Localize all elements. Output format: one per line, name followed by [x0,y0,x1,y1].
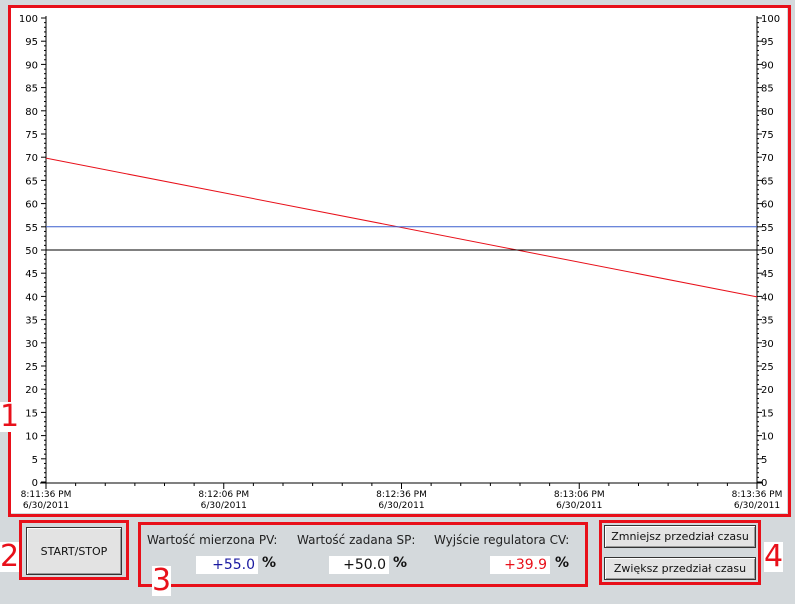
y-tick-label-left: 20 [25,385,38,396]
y-tick-label-left: 80 [25,107,38,118]
y-tick-label-left: 90 [25,60,38,71]
x-tick-date-label: 6/30/2011 [201,501,247,511]
x-tick-time-label: 8:12:36 PM [376,490,427,500]
y-tick-label-right: 30 [761,339,774,350]
y-tick-label-right: 15 [761,408,774,419]
y-tick-label-right: 95 [761,37,774,48]
pv-unit: % [262,555,277,571]
y-tick-label-right: 90 [761,60,774,71]
y-tick-label-right: 20 [761,385,774,396]
y-tick-label-left: 0 [32,478,38,489]
y-tick-label-right: 65 [761,176,774,187]
y-tick-label-right: 85 [761,84,774,95]
y-tick-label-left: 5 [32,455,38,466]
y-tick-label-left: 100 [19,14,38,25]
x-tick-date-label: 6/30/2011 [556,501,602,511]
y-tick-label-right: 5 [761,455,767,466]
y-tick-label-left: 10 [25,432,38,443]
callout-2: 2 [0,539,20,574]
y-tick-label-right: 10 [761,432,774,443]
callout-4: 4 [764,539,784,574]
cv-unit: % [555,555,570,571]
start-stop-button[interactable]: START/STOP [26,527,122,575]
y-tick-label-right: 100 [761,14,780,25]
callout-1: 1 [0,399,20,434]
y-tick-label-left: 70 [25,153,38,164]
y-tick-label-left: 15 [25,408,38,419]
y-tick-label-left: 50 [25,246,38,257]
y-tick-label-right: 25 [761,362,774,373]
y-tick-label-right: 60 [761,200,774,211]
y-tick-label-left: 60 [25,200,38,211]
series-line-0 [45,157,758,298]
y-tick-label-right: 55 [761,223,774,234]
x-tick-time-label: 8:11:36 PM [21,490,72,500]
pv-value: +55.0 [196,556,258,574]
x-tick-time-label: 8:13:36 PM [732,490,783,500]
callout-3: 3 [152,563,172,598]
decrease-time-range-button[interactable]: Zmniejsz przedział czasu [604,525,756,548]
x-tick-date-label: 6/30/2011 [23,501,69,511]
x-tick-date-label: 6/30/2011 [378,501,424,511]
cv-value: +39.9 [490,556,550,574]
callout-box-start-stop [19,520,129,580]
y-tick-label-right: 50 [761,246,774,257]
y-tick-label-right: 35 [761,316,774,327]
x-tick-date-label: 6/30/2011 [734,501,780,511]
pv-label: Wartość mierzona PV: [147,533,278,547]
y-tick-label-right: 0 [761,478,767,489]
x-tick-time-label: 8:13:06 PM [554,490,605,500]
sp-value: +50.0 [329,556,389,574]
y-tick-label-left: 35 [25,316,38,327]
y-tick-label-left: 95 [25,37,38,48]
increase-time-range-button[interactable]: Zwiększ przedział czasu [604,557,756,580]
y-tick-label-left: 55 [25,223,38,234]
y-tick-label-left: 40 [25,292,38,303]
x-tick-time-label: 8:12:06 PM [198,490,249,500]
sp-label: Wartość zadana SP: [297,533,416,547]
y-tick-label-left: 85 [25,84,38,95]
y-tick-label-left: 45 [25,269,38,280]
y-tick-label-left: 75 [25,130,38,141]
callout-box-zoom [599,520,761,585]
callout-box-readouts [138,522,588,587]
y-tick-label-right: 80 [761,107,774,118]
sp-unit: % [393,555,408,571]
y-tick-label-right: 45 [761,269,774,280]
callout-box-chart [8,5,791,517]
y-tick-label-left: 65 [25,176,38,187]
y-tick-label-right: 40 [761,292,774,303]
cv-label: Wyjście regulatora CV: [434,533,570,547]
y-tick-label-right: 75 [761,130,774,141]
y-tick-label-right: 70 [761,153,774,164]
y-tick-label-left: 25 [25,362,38,373]
y-tick-label-left: 30 [25,339,38,350]
